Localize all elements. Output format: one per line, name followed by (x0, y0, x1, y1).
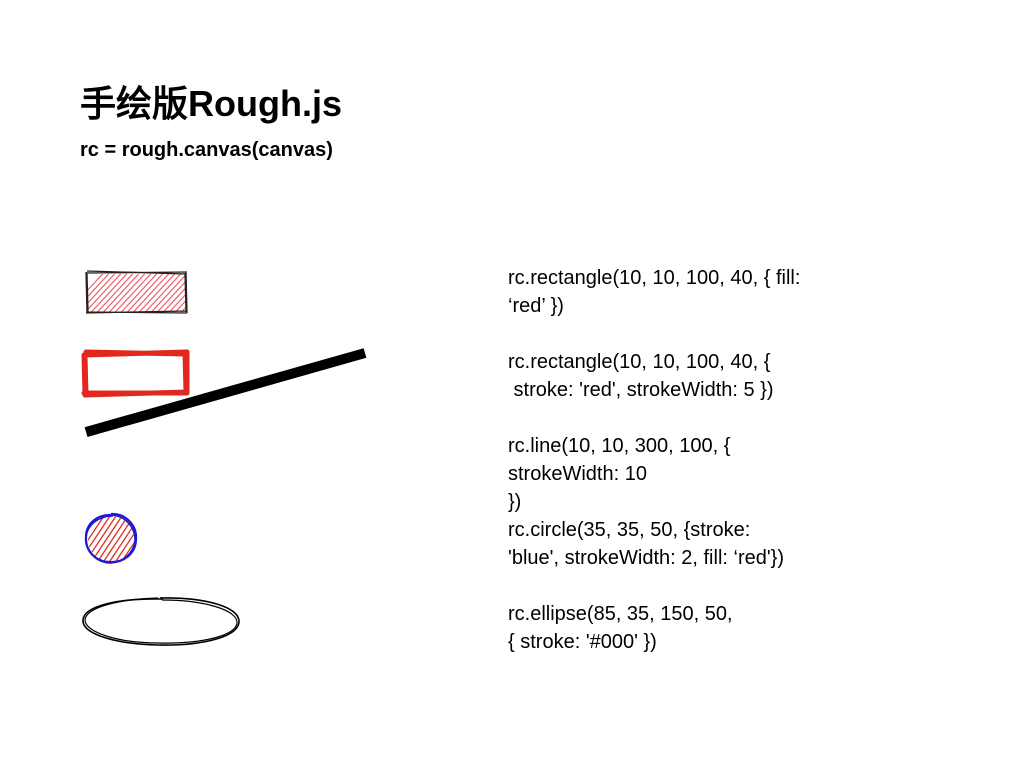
code-line: rc.ellipse(85, 35, 150, 50, (508, 603, 733, 625)
thick-line-sketch (84, 348, 367, 437)
slide-title: 手绘版Rough.js (80, 83, 342, 124)
filled-rectangle-sketch (85, 270, 188, 314)
code-line: rc.rectangle(10, 10, 100, 40, { fill: (508, 267, 801, 289)
code-line: stroke: 'red', strokeWidth: 5 }) (508, 379, 774, 401)
code-line: 'blue', strokeWidth: 2, fill: ‘red'}) (508, 547, 785, 569)
code-snippets: rc.rectangle(10, 10, 100, 40, { fill: ‘r… (508, 264, 908, 656)
code-line (508, 404, 908, 432)
code-line (508, 572, 908, 600)
code-line: { stroke: '#000' }) (508, 631, 657, 653)
hatched-circle-sketch (84, 512, 138, 564)
red-stroke-rectangle-sketch (81, 349, 190, 398)
ellipse-sketch (82, 597, 240, 646)
code-line: rc.circle(35, 35, 50, {stroke: (508, 519, 751, 541)
code-line: strokeWidth: 10 (508, 463, 647, 485)
code-line: }) (508, 491, 522, 513)
code-line (508, 320, 908, 348)
code-line: ‘red’ }) (508, 295, 564, 317)
slide-subtitle: rc = rough.canvas(canvas) (80, 139, 333, 161)
code-line: rc.rectangle(10, 10, 100, 40, { (508, 351, 771, 373)
code-line: rc.line(10, 10, 300, 100, { (508, 435, 731, 457)
